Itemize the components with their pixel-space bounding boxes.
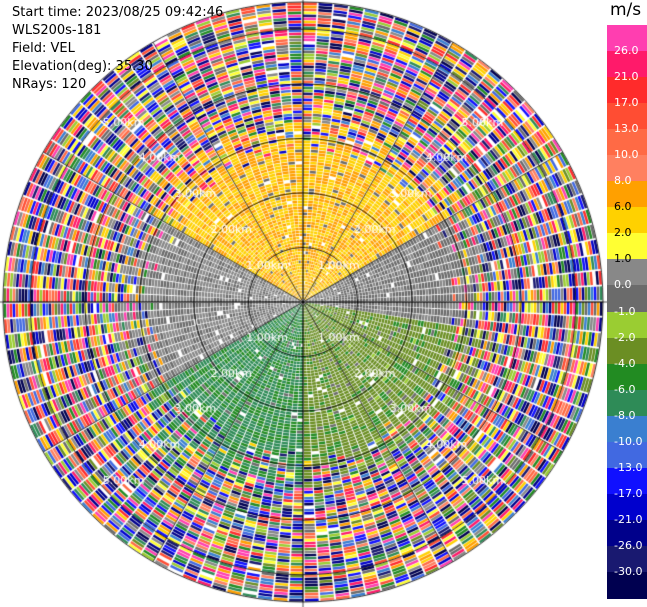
colorbar-swatch	[607, 415, 647, 443]
nrays-label: NRays: 120	[12, 77, 87, 92]
colorbar-swatch	[607, 155, 647, 182]
colorbar-tick-label: 21.0	[614, 70, 639, 84]
colorbar-tick-label: -10.0	[614, 434, 643, 448]
colorbar-swatch	[607, 519, 647, 547]
colorbar-swatch	[607, 337, 647, 365]
colorbar-tick-label: 26.0	[614, 44, 639, 58]
colorbar-swatch	[607, 51, 647, 78]
colorbar-swatch	[607, 545, 647, 573]
colorbar-swatch	[607, 285, 647, 313]
colorbar-tick-label: 2.0	[614, 226, 632, 240]
colorbar-swatch	[607, 363, 647, 391]
colorbar-tick-label: -30.0	[614, 564, 643, 578]
instrument-label: WLS200s-181	[12, 23, 102, 38]
colorbar-swatch	[607, 441, 647, 469]
start-time-label: Start time: 2023/08/25 09:42:46	[12, 5, 224, 20]
colorbar-tick-label: -13.0	[614, 460, 643, 474]
colorbar-tick-label: 17.0	[614, 96, 639, 110]
colorbar-tick-label: -1.0	[614, 304, 636, 318]
colorbar-swatch	[607, 129, 647, 156]
colorbar	[607, 25, 647, 599]
colorbar-swatch	[607, 233, 647, 260]
elevation-label: Elevation(deg): 35.30	[12, 59, 153, 74]
colorbar-tick-label: -8.0	[614, 408, 636, 422]
colorbar-tick-label: 1.0	[614, 252, 632, 266]
colorbar-swatch	[607, 571, 647, 599]
colorbar-tick-label: 0.0	[614, 278, 632, 292]
colorbar-tick-label: 8.0	[614, 174, 632, 188]
colorbar-swatch	[607, 207, 647, 234]
colorbar-tick-label: 10.0	[614, 148, 639, 162]
colorbar-tick-label: -2.0	[614, 330, 636, 344]
colorbar-tick-label: -17.0	[614, 486, 643, 500]
colorbar-swatch	[607, 311, 647, 339]
colorbar-swatch	[607, 181, 647, 208]
colorbar-tick-label: -4.0	[614, 356, 636, 370]
colorbar-unit: m/s	[610, 0, 642, 20]
colorbar-swatch	[607, 77, 647, 104]
colorbar-swatch	[607, 389, 647, 417]
colorbar-tick-label: 6.0	[614, 200, 632, 214]
colorbar-tick-label: -21.0	[614, 512, 643, 526]
colorbar-tick-label: 13.0	[614, 122, 639, 136]
field-label: Field: VEL	[12, 41, 75, 56]
colorbar-swatch	[607, 25, 647, 52]
ppi-velocity-plot	[0, 0, 607, 607]
colorbar-swatch	[607, 467, 647, 495]
colorbar-tick-label: -26.0	[614, 538, 643, 552]
colorbar-tick-label: -6.0	[614, 382, 636, 396]
colorbar-swatch	[607, 493, 647, 521]
colorbar-swatch	[607, 103, 647, 130]
colorbar-swatch	[607, 259, 647, 287]
